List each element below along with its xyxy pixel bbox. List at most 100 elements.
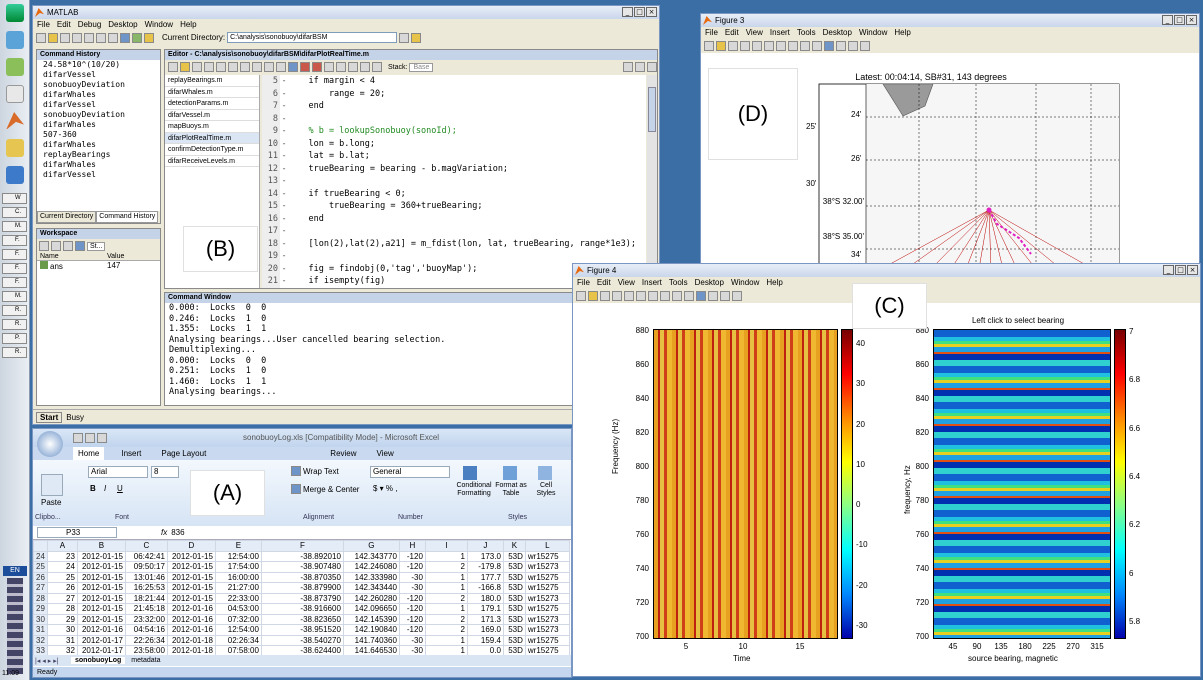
cell[interactable]: -120	[398, 561, 426, 573]
cell[interactable]: 177.7	[466, 571, 504, 583]
cell[interactable]: 2	[424, 592, 468, 604]
editor-new-icon[interactable]	[168, 62, 178, 72]
menu-item[interactable]: Edit	[56, 20, 71, 29]
cell[interactable]: 2	[424, 624, 468, 636]
taskbar-button[interactable]: C.	[2, 207, 27, 218]
row-header[interactable]: 30	[33, 613, 48, 625]
cell[interactable]: 31	[46, 634, 78, 646]
row-header[interactable]: 32	[33, 634, 48, 646]
cell[interactable]: 02:26:34	[214, 634, 262, 646]
code-line[interactable]: 18- [lon(2),lat(2),a21] = m_fdist(lon, l…	[262, 237, 646, 250]
step-icon[interactable]	[324, 62, 334, 72]
stack-select[interactable]: Base	[409, 62, 434, 72]
cell[interactable]: 180.0	[466, 592, 504, 604]
taskbar-button[interactable]: R.	[2, 319, 27, 330]
cell[interactable]: wr15275	[524, 634, 570, 646]
cell[interactable]: 142.343770	[342, 550, 400, 562]
editor-file-tab[interactable]: difarReceiveLevels.m	[165, 156, 259, 167]
zoom-in-icon[interactable]	[764, 40, 774, 51]
column-header[interactable]: F	[260, 540, 344, 552]
redo-icon[interactable]	[108, 32, 118, 43]
cell[interactable]: 09:50:17	[124, 561, 168, 573]
cell[interactable]: 2012-01-16	[166, 603, 216, 615]
cell[interactable]: 29	[46, 613, 78, 625]
cell[interactable]: 23	[46, 550, 78, 562]
cell[interactable]: 22:33:00	[214, 592, 262, 604]
office-button[interactable]	[37, 431, 63, 457]
close-icon[interactable]: ×	[1187, 265, 1198, 275]
function-icon[interactable]	[288, 62, 298, 72]
cell[interactable]: -120	[398, 550, 426, 562]
browser-icon[interactable]	[6, 166, 24, 184]
figure3-map[interactable]	[701, 14, 1200, 265]
new-figure-icon[interactable]	[704, 40, 714, 51]
cell[interactable]: 2012-01-15	[166, 561, 216, 573]
start-button[interactable]: Start	[36, 411, 63, 423]
cell[interactable]: -38.916600	[260, 603, 344, 615]
column-header[interactable]: G	[342, 540, 400, 552]
cell[interactable]: wr15275	[524, 550, 570, 562]
document-icon[interactable]	[6, 85, 24, 103]
code-line[interactable]: 12- trueBearing = bearing - b.magVariati…	[262, 162, 646, 175]
history-item[interactable]: difarWhales	[43, 90, 96, 99]
tray-icons[interactable]	[7, 578, 23, 674]
menu-item[interactable]: Desktop	[108, 20, 138, 29]
row-header[interactable]: 24	[33, 550, 48, 562]
cell[interactable]: 2012-01-16	[166, 613, 216, 625]
cell[interactable]: 2012-01-16	[166, 624, 216, 636]
cell[interactable]: 159.4	[466, 634, 504, 646]
pan-icon[interactable]	[660, 290, 670, 301]
cell[interactable]: 142.096650	[342, 603, 400, 615]
copy-icon[interactable]	[72, 32, 82, 43]
cell[interactable]: 17:54:00	[214, 561, 262, 573]
cell[interactable]: 2012-01-15	[76, 561, 126, 573]
undock-icon[interactable]	[647, 62, 657, 72]
workspace-row[interactable]: ans 147	[37, 261, 160, 271]
history-item[interactable]: difarWhales	[43, 160, 96, 169]
editor-file-tab[interactable]: difarPlotRealTime.m	[165, 132, 259, 144]
new-variable-icon[interactable]	[39, 241, 49, 251]
close-icon[interactable]: ×	[646, 7, 657, 17]
cell[interactable]: 142.145390	[342, 613, 400, 625]
menu-item[interactable]: File	[705, 28, 718, 37]
cell[interactable]: 2012-01-15	[76, 550, 126, 562]
menu-item[interactable]: View	[617, 278, 635, 287]
menu-item[interactable]: Help	[894, 28, 911, 37]
taskbar-button[interactable]: F.	[2, 277, 27, 288]
cell[interactable]: 53D	[502, 603, 526, 615]
quick-undo-icon[interactable]	[85, 433, 95, 443]
taskbar-button[interactable]: P.	[2, 333, 27, 344]
command-output[interactable]: 0.000: Locks 0 0 0.246: Locks 1 0 1.355: L…	[165, 303, 657, 398]
cell[interactable]: 142.333980	[342, 571, 400, 583]
column-header[interactable]: I	[424, 540, 468, 552]
cell[interactable]: wr15275	[524, 571, 570, 583]
cell[interactable]: wr15273	[524, 624, 570, 636]
name-box[interactable]: P33	[37, 527, 117, 538]
row-header[interactable]: 28	[33, 592, 48, 604]
browse-folder-icon[interactable]	[411, 32, 422, 43]
cell[interactable]: 2012-01-15	[76, 613, 126, 625]
start-orb-icon[interactable]	[6, 4, 24, 22]
cell[interactable]: 53D	[502, 582, 526, 594]
code-line[interactable]: 6- range = 20;	[262, 87, 646, 100]
cell-styles-icon[interactable]	[538, 466, 552, 480]
cell[interactable]: 2	[424, 561, 468, 573]
column-header[interactable]: K	[502, 540, 526, 552]
maximize-icon[interactable]: □	[634, 7, 645, 17]
cell[interactable]: -30	[398, 571, 426, 583]
code-line[interactable]: 10- lon = b.long;	[262, 137, 646, 150]
cell[interactable]: -38.870350	[260, 571, 344, 583]
import-icon[interactable]	[51, 241, 61, 251]
ribbon-tab-review[interactable]: Review	[330, 449, 357, 458]
menu-item[interactable]: Help	[766, 278, 783, 287]
row-header[interactable]: 26	[33, 571, 48, 583]
cell[interactable]: 30	[46, 624, 78, 636]
split-icon[interactable]	[635, 62, 645, 72]
history-item[interactable]: difarVessel	[43, 100, 96, 109]
cell[interactable]: 1	[424, 550, 468, 562]
cell[interactable]: -30	[398, 582, 426, 594]
matlab-titlebar[interactable]: MATLAB _ □ ×	[33, 6, 659, 19]
cell[interactable]: 22:26:34	[124, 634, 168, 646]
code-line[interactable]: 20- fig = findobj(0,'tag','buoyMap');	[262, 262, 646, 275]
editor-file-tab[interactable]: detectionParams.m	[165, 98, 259, 110]
